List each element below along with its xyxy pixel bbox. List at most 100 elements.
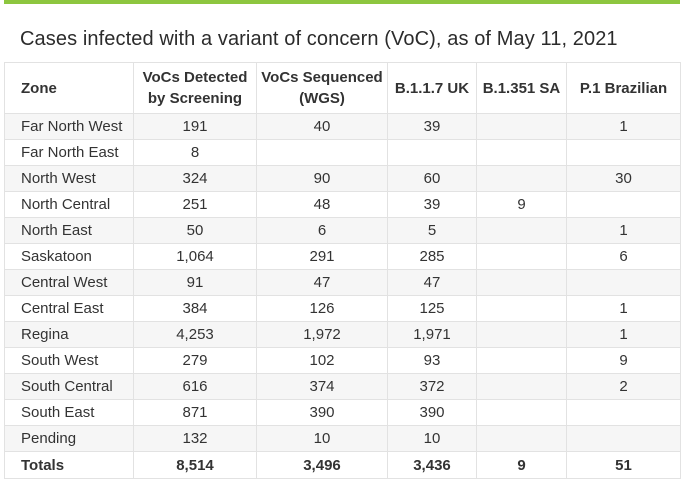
cell-uk: 10 xyxy=(387,425,477,452)
cell-sa xyxy=(476,243,567,270)
table-row: South West 279 102 93 9 xyxy=(4,347,681,374)
cell-brazilian xyxy=(566,269,681,296)
col-header-zone: Zone xyxy=(4,62,134,114)
table-row: Far North East 8 xyxy=(4,139,681,166)
cell-zone: North West xyxy=(4,165,134,192)
cell-zone: Far North West xyxy=(4,113,134,140)
cell-zone: Pending xyxy=(4,425,134,452)
cell-brazilian: 1 xyxy=(566,113,681,140)
totals-uk: 3,436 xyxy=(387,451,477,479)
table-row: North Central 251 48 39 9 xyxy=(4,191,681,218)
cell-sa xyxy=(476,321,567,348)
totals-screening: 8,514 xyxy=(133,451,257,479)
cell-uk: 5 xyxy=(387,217,477,244)
cell-uk: 285 xyxy=(387,243,477,270)
table-body: Far North West 191 40 39 1 Far North East 8 Nor… xyxy=(4,113,681,452)
cell-uk: 125 xyxy=(387,295,477,322)
cell-sequenced: 390 xyxy=(256,399,388,426)
cell-zone: Central East xyxy=(4,295,134,322)
cell-brazilian: 30 xyxy=(566,165,681,192)
cell-sa xyxy=(476,269,567,296)
cell-screening: 384 xyxy=(133,295,257,322)
table-row: North West 324 90 60 30 xyxy=(4,165,681,192)
cell-sa xyxy=(476,139,567,166)
col-header-sequenced-line2: (WGS) xyxy=(299,90,345,107)
cell-screening: 191 xyxy=(133,113,257,140)
cell-sequenced xyxy=(256,139,388,166)
table-row: Central West 91 47 47 xyxy=(4,269,681,296)
voc-cases-table: Zone VoCs Detected by Screening VoCs Seq… xyxy=(4,62,681,479)
cell-sequenced: 40 xyxy=(256,113,388,140)
totals-sequenced: 3,496 xyxy=(256,451,388,479)
cell-sequenced: 102 xyxy=(256,347,388,374)
totals-row: Totals 8,514 3,496 3,436 9 51 xyxy=(4,451,681,479)
cell-screening: 871 xyxy=(133,399,257,426)
col-header-screening-line1: VoCs Detected xyxy=(142,69,248,86)
cell-brazilian xyxy=(566,399,681,426)
cell-zone: Far North East xyxy=(4,139,134,166)
cell-screening: 8 xyxy=(133,139,257,166)
cell-zone: Central West xyxy=(4,269,134,296)
col-header-brazilian: P.1 Brazilian xyxy=(566,62,681,114)
cell-sa xyxy=(476,399,567,426)
totals-brazilian: 51 xyxy=(566,451,681,479)
cell-uk: 1,971 xyxy=(387,321,477,348)
cell-uk xyxy=(387,139,477,166)
table-row: North East 50 6 5 1 xyxy=(4,217,681,244)
cell-sequenced: 90 xyxy=(256,165,388,192)
cell-zone: North East xyxy=(4,217,134,244)
cell-screening: 279 xyxy=(133,347,257,374)
cell-sequenced: 47 xyxy=(256,269,388,296)
col-header-sequenced-line1: VoCs Sequenced xyxy=(261,69,383,86)
table-title: Cases infected with a variant of concern… xyxy=(20,28,618,50)
cell-brazilian: 1 xyxy=(566,321,681,348)
col-header-screening: VoCs Detected by Screening xyxy=(133,62,257,114)
cell-sa xyxy=(476,373,567,400)
cell-brazilian: 1 xyxy=(566,295,681,322)
cell-uk: 39 xyxy=(387,113,477,140)
col-header-sa: B.1.351 SA xyxy=(476,62,567,114)
cell-brazilian xyxy=(566,425,681,452)
cell-uk: 93 xyxy=(387,347,477,374)
cell-sa xyxy=(476,347,567,374)
cell-sequenced: 6 xyxy=(256,217,388,244)
cell-uk: 372 xyxy=(387,373,477,400)
totals-label: Totals xyxy=(4,451,134,479)
cell-screening: 91 xyxy=(133,269,257,296)
table-row: Pending 132 10 10 xyxy=(4,425,681,452)
cell-sequenced: 10 xyxy=(256,425,388,452)
cell-sequenced: 291 xyxy=(256,243,388,270)
cell-uk: 60 xyxy=(387,165,477,192)
cell-screening: 324 xyxy=(133,165,257,192)
cell-screening: 251 xyxy=(133,191,257,218)
cell-brazilian: 2 xyxy=(566,373,681,400)
table-row: Saskatoon 1,064 291 285 6 xyxy=(4,243,681,270)
cell-sa xyxy=(476,165,567,192)
table-row: Regina 4,253 1,972 1,971 1 xyxy=(4,321,681,348)
cell-sa xyxy=(476,217,567,244)
cell-zone: South East xyxy=(4,399,134,426)
cell-sequenced: 126 xyxy=(256,295,388,322)
col-header-uk: B.1.1.7 UK xyxy=(387,62,477,114)
header-row: Zone VoCs Detected by Screening VoCs Seq… xyxy=(4,62,681,114)
cell-sa xyxy=(476,425,567,452)
table-row: Far North West 191 40 39 1 xyxy=(4,113,681,140)
cell-zone: North Central xyxy=(4,191,134,218)
cell-sa xyxy=(476,295,567,322)
col-header-screening-line2: by Screening xyxy=(147,90,243,107)
table-row: South Central 616 374 372 2 xyxy=(4,373,681,400)
totals-sa: 9 xyxy=(476,451,567,479)
cell-brazilian: 6 xyxy=(566,243,681,270)
cell-uk: 47 xyxy=(387,269,477,296)
cell-screening: 616 xyxy=(133,373,257,400)
accent-bar xyxy=(4,0,680,4)
table-row: South East 871 390 390 xyxy=(4,399,681,426)
table-row: Central East 384 126 125 1 xyxy=(4,295,681,322)
cell-uk: 39 xyxy=(387,191,477,218)
cell-brazilian: 9 xyxy=(566,347,681,374)
cell-zone: Regina xyxy=(4,321,134,348)
cell-zone: Saskatoon xyxy=(4,243,134,270)
cell-sequenced: 1,972 xyxy=(256,321,388,348)
cell-zone: South Central xyxy=(4,373,134,400)
cell-screening: 132 xyxy=(133,425,257,452)
